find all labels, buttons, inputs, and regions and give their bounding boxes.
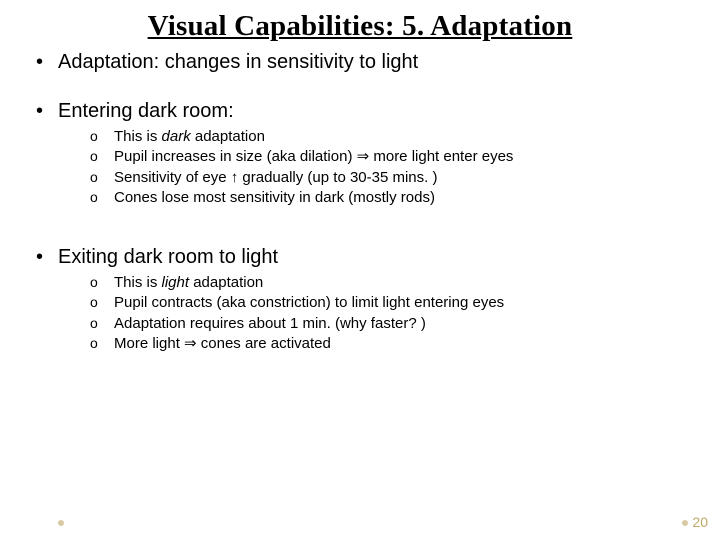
bullet-list-2: Entering dark room: — [36, 100, 684, 123]
bullet-entering-dark: Entering dark room: — [36, 100, 684, 123]
sub-item: Pupil contracts (aka constriction) to li… — [90, 293, 684, 313]
slide: Visual Capabilities: 5. Adaptation Adapt… — [0, 0, 720, 540]
slide-title: Visual Capabilities: 5. Adaptation — [36, 10, 684, 43]
bullet-list-3: Exiting dark room to light — [36, 246, 684, 269]
sub-text: This is dark adaptation — [114, 128, 265, 145]
sub-item: This is dark adaptation — [90, 127, 684, 147]
sublist-exiting-dark: This is light adaptation Pupil contracts… — [90, 273, 684, 354]
sub-item: Sensitivity of eye ↑ gradually (up to 30… — [90, 168, 684, 188]
decor-dot-icon — [58, 520, 64, 526]
sub-text: This is light adaptation — [114, 274, 263, 291]
bullet-exiting-dark: Exiting dark room to light — [36, 246, 684, 269]
sub-item: This is light adaptation — [90, 273, 684, 293]
sublist-entering-dark: This is dark adaptation Pupil increases … — [90, 127, 684, 208]
sub-item: More light ⇒ cones are activated — [90, 334, 684, 354]
bullet-adaptation-def: Adaptation: changes in sensitivity to li… — [36, 51, 684, 74]
bullet-list-1: Adaptation: changes in sensitivity to li… — [36, 51, 684, 74]
sub-item: Pupil increases in size (aka dilation) ⇒… — [90, 147, 684, 167]
page-number: 20 — [682, 514, 708, 530]
sub-item: Adaptation requires about 1 min. (why fa… — [90, 314, 684, 334]
sub-item: Cones lose most sensitivity in dark (mos… — [90, 188, 684, 208]
